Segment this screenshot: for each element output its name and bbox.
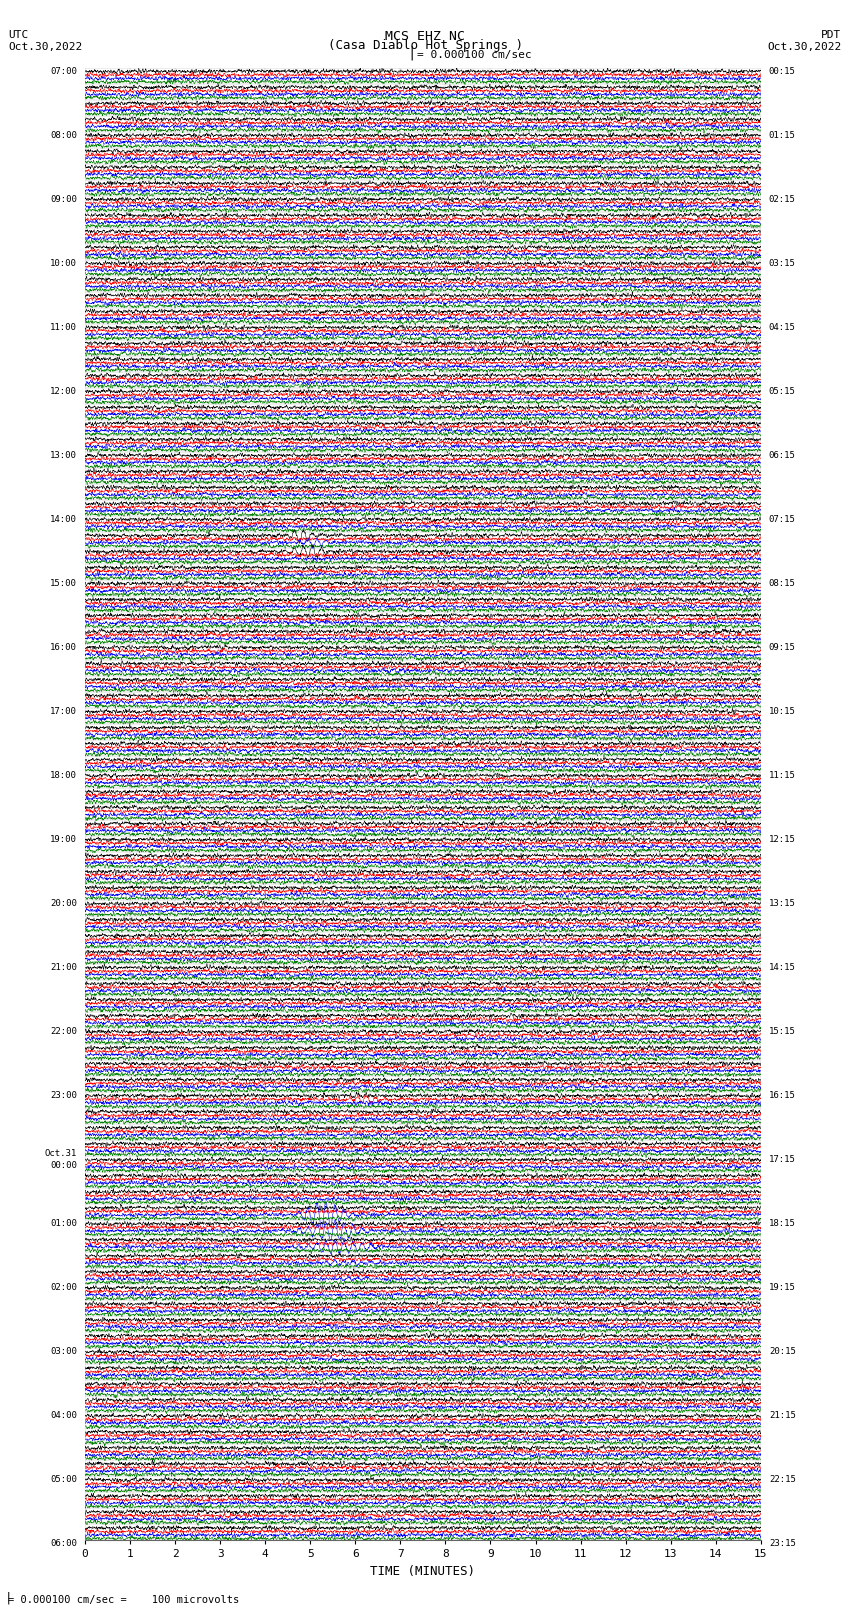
Text: 01:15: 01:15 (769, 131, 796, 140)
Text: 14:00: 14:00 (50, 515, 76, 524)
Text: 19:15: 19:15 (769, 1284, 796, 1292)
Text: 07:00: 07:00 (50, 66, 76, 76)
Text: 11:00: 11:00 (50, 323, 76, 332)
Text: 04:00: 04:00 (50, 1411, 76, 1421)
X-axis label: TIME (MINUTES): TIME (MINUTES) (371, 1565, 475, 1578)
Text: 16:00: 16:00 (50, 644, 76, 652)
Text: 02:00: 02:00 (50, 1284, 76, 1292)
Text: 07:15: 07:15 (769, 515, 796, 524)
Text: Oct.30,2022: Oct.30,2022 (8, 42, 82, 52)
Text: 08:00: 08:00 (50, 131, 76, 140)
Text: 09:00: 09:00 (50, 195, 76, 203)
Text: Oct.31: Oct.31 (45, 1150, 76, 1158)
Text: 11:15: 11:15 (769, 771, 796, 781)
Text: 06:00: 06:00 (50, 1539, 76, 1548)
Text: 01:00: 01:00 (50, 1219, 76, 1227)
Text: 18:00: 18:00 (50, 771, 76, 781)
Text: 17:00: 17:00 (50, 706, 76, 716)
Text: 12:15: 12:15 (769, 836, 796, 844)
Text: 18:15: 18:15 (769, 1219, 796, 1227)
Text: UTC: UTC (8, 31, 29, 40)
Text: 15:00: 15:00 (50, 579, 76, 589)
Text: 15:15: 15:15 (769, 1027, 796, 1036)
Text: Oct.30,2022: Oct.30,2022 (768, 42, 842, 52)
Text: 21:00: 21:00 (50, 963, 76, 973)
Text: 22:00: 22:00 (50, 1027, 76, 1036)
Text: 23:15: 23:15 (769, 1539, 796, 1548)
Text: 00:00: 00:00 (50, 1161, 76, 1169)
Text: 10:15: 10:15 (769, 706, 796, 716)
Text: 03:15: 03:15 (769, 258, 796, 268)
Text: 21:15: 21:15 (769, 1411, 796, 1421)
Text: 23:00: 23:00 (50, 1092, 76, 1100)
Text: 03:00: 03:00 (50, 1347, 76, 1357)
Text: 13:15: 13:15 (769, 898, 796, 908)
Text: 19:00: 19:00 (50, 836, 76, 844)
Text: 00:15: 00:15 (769, 66, 796, 76)
Text: 05:15: 05:15 (769, 387, 796, 395)
Text: 12:00: 12:00 (50, 387, 76, 395)
Text: PDT: PDT (821, 31, 842, 40)
Text: 14:15: 14:15 (769, 963, 796, 973)
Text: 02:15: 02:15 (769, 195, 796, 203)
Text: 10:00: 10:00 (50, 258, 76, 268)
Text: MCS EHZ NC: MCS EHZ NC (385, 29, 465, 44)
Text: = 0.000100 cm/sec: = 0.000100 cm/sec (417, 50, 532, 60)
Text: 16:15: 16:15 (769, 1092, 796, 1100)
Text: 06:15: 06:15 (769, 452, 796, 460)
Text: |: | (4, 1592, 12, 1605)
Text: 04:15: 04:15 (769, 323, 796, 332)
Text: 20:15: 20:15 (769, 1347, 796, 1357)
Text: |: | (407, 45, 416, 60)
Text: 13:00: 13:00 (50, 452, 76, 460)
Text: 22:15: 22:15 (769, 1476, 796, 1484)
Text: 05:00: 05:00 (50, 1476, 76, 1484)
Text: 08:15: 08:15 (769, 579, 796, 589)
Text: 20:00: 20:00 (50, 898, 76, 908)
Text: 09:15: 09:15 (769, 644, 796, 652)
Text: (Casa Diablo Hot Springs ): (Casa Diablo Hot Springs ) (327, 39, 523, 52)
Text: 17:15: 17:15 (769, 1155, 796, 1165)
Text: = 0.000100 cm/sec =    100 microvolts: = 0.000100 cm/sec = 100 microvolts (8, 1595, 240, 1605)
